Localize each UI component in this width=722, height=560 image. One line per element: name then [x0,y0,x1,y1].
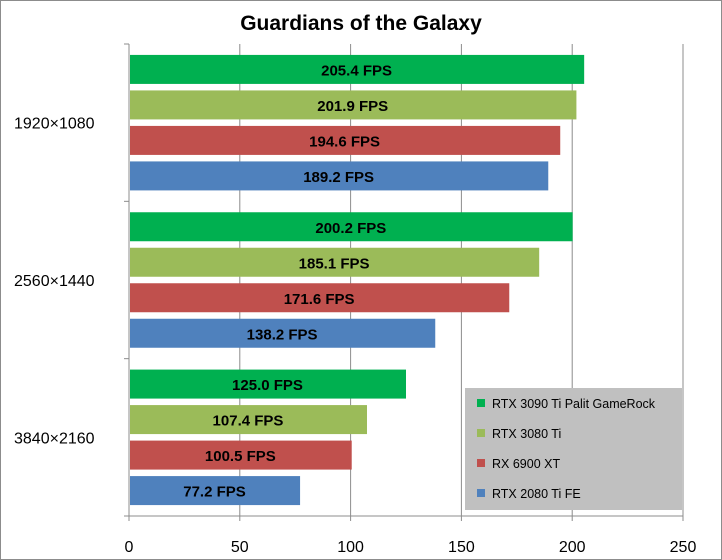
legend-swatch [477,489,485,497]
bar [130,247,540,277]
bar [130,212,573,242]
bar-value-label: 201.9 FPS [317,98,388,115]
bar [130,125,561,155]
bar-value-label: 185.1 FPS [299,255,370,272]
bar-value-label: 100.5 FPS [205,448,276,465]
legend-label: RTX 3090 Ti Palit GameRock [492,397,656,411]
x-tick-label: 0 [125,539,134,556]
bar-value-label: 171.6 FPS [284,291,355,308]
bar [130,476,301,506]
bar [130,161,549,191]
x-tick-label: 200 [559,539,586,556]
legend-label: RX 6900 XT [492,457,560,471]
bar [130,283,510,313]
bar-value-label: 194.6 FPS [309,133,380,150]
legend-label: RTX 3080 Ti [492,427,561,441]
bar-value-label: 107.4 FPS [213,413,284,430]
category-label: 1920×1080 [14,116,95,133]
x-tick-label: 50 [231,539,249,556]
legend-swatch [477,399,485,407]
x-tick-label: 150 [448,539,475,556]
bar-value-label: 77.2 FPS [183,484,246,501]
bar [130,405,367,435]
legend-label: RTX 2080 Ti FE [492,487,581,501]
chart-title: Guardians of the Galaxy [240,12,482,35]
bar-value-label: 125.0 FPS [232,377,303,394]
bar-value-label: 205.4 FPS [321,62,392,79]
bar-value-label: 138.2 FPS [247,326,318,343]
bar [130,369,406,399]
bar-value-label: 200.2 FPS [315,220,386,237]
bar-value-label: 189.2 FPS [303,169,374,186]
bar [130,318,436,348]
category-label: 3840×2160 [14,430,95,447]
legend-swatch [477,429,485,437]
bar [130,440,352,470]
category-label: 2560×1440 [14,273,95,290]
bar [130,54,585,84]
legend-swatch [477,459,485,467]
legend-box [465,388,682,510]
x-tick-label: 250 [670,539,697,556]
x-tick-label: 100 [337,539,364,556]
bar [130,90,577,120]
